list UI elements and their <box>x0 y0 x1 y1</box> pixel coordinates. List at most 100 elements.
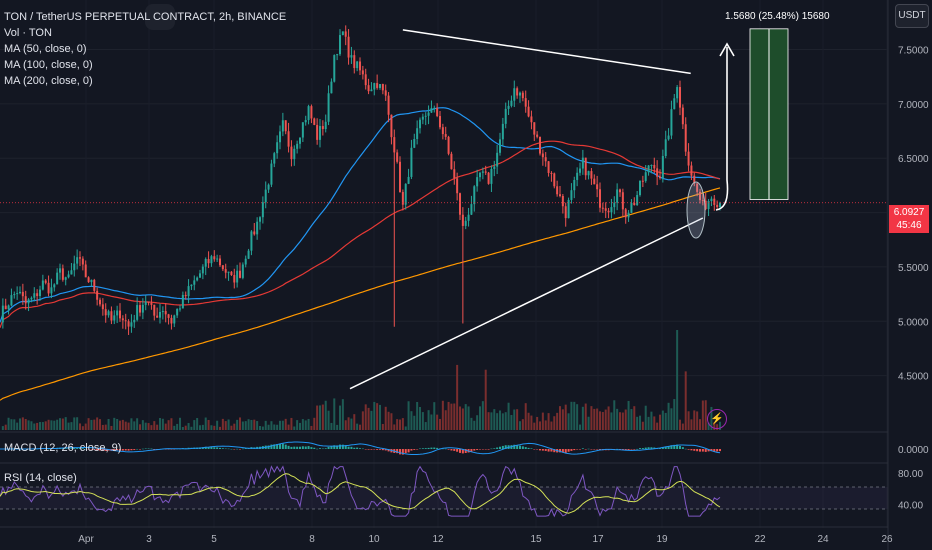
candle-body <box>464 220 467 226</box>
volume-bar <box>436 414 439 430</box>
macd-histogram-bar <box>473 449 476 451</box>
volume-bar <box>596 408 599 430</box>
macd-histogram-bar <box>693 449 696 451</box>
candle-body <box>119 310 121 319</box>
candle-body <box>584 157 587 176</box>
ma200-label[interactable]: MA (200, close, 0) <box>4 75 93 87</box>
macd-histogram-bar <box>90 449 93 450</box>
macd-histogram-bar <box>427 447 430 449</box>
ma100-label[interactable]: MA (100, close, 0) <box>4 59 93 71</box>
candle-body <box>461 214 464 226</box>
volume-bar <box>644 405 647 430</box>
candle-body <box>481 171 484 173</box>
volume-bar <box>333 398 336 430</box>
candle-body <box>304 120 307 123</box>
macd-histogram-bar <box>356 447 359 449</box>
volume-bar <box>347 417 350 430</box>
candle-body <box>496 152 499 167</box>
volume-bar <box>93 419 96 430</box>
macd-histogram-bar <box>419 448 421 450</box>
volume-bar <box>281 420 284 430</box>
volume-bar <box>187 423 190 430</box>
macd-histogram-bar <box>333 445 336 449</box>
lightning-icon[interactable]: ⚡ <box>707 409 727 429</box>
candle-body <box>384 90 387 96</box>
candle-body <box>4 305 7 310</box>
y-tick-label: 7.0000 <box>898 100 929 111</box>
currency-button[interactable]: USDT <box>895 4 929 28</box>
candle-body <box>470 204 473 215</box>
ma50-label[interactable]: MA (50, close, 0) <box>4 43 87 55</box>
volume-bar <box>424 422 427 430</box>
volume-bar <box>430 414 433 430</box>
macd-histogram-bar <box>350 446 353 449</box>
macd-histogram-bar <box>150 448 153 450</box>
volume-bar <box>59 418 61 430</box>
candle-body <box>327 93 330 122</box>
candle-body <box>156 315 159 318</box>
candle-body <box>701 200 704 202</box>
volume-bar <box>310 425 313 430</box>
volume-bar <box>190 426 193 430</box>
volume-bar <box>670 408 673 430</box>
macd-histogram-bar <box>541 449 544 451</box>
candle-body <box>504 108 507 124</box>
candle-body <box>361 70 364 75</box>
volume-bar <box>487 412 490 430</box>
macd-histogram-bar <box>376 449 379 450</box>
candle-body <box>299 137 301 144</box>
candle-body <box>601 207 604 209</box>
volume-bar <box>661 410 664 430</box>
candle-body <box>419 119 421 129</box>
macd-histogram-bar <box>136 448 139 450</box>
candle-body <box>681 107 684 125</box>
volume-bar <box>233 423 236 430</box>
volume-bar <box>464 404 467 430</box>
candle-body <box>301 122 304 138</box>
macd-histogram-bar <box>690 449 693 451</box>
volume-bar <box>50 420 53 430</box>
candle-body <box>224 269 227 273</box>
macd-histogram-bar <box>139 449 141 450</box>
rsi-label[interactable]: RSI (14, close) <box>4 472 77 484</box>
volume-bar <box>207 420 210 430</box>
macd-histogram-bar <box>99 449 101 451</box>
candle-body <box>121 318 124 321</box>
ma50-line <box>0 107 721 323</box>
candle-body <box>499 139 501 153</box>
macd-histogram-bar <box>290 446 293 449</box>
macd-histogram-bar <box>516 445 519 449</box>
volume-bar <box>379 404 381 430</box>
volume-bar <box>201 424 204 430</box>
macd-histogram-bar <box>673 444 676 449</box>
symbol-title[interactable]: TON / TetherUS PERPETUAL CONTRACT, 2h, B… <box>4 11 287 23</box>
highlight-ellipse <box>686 181 706 239</box>
volume-bar <box>164 423 167 430</box>
macd-label[interactable]: MACD (12, 26, close, 9) <box>4 442 122 454</box>
volume-bar <box>364 404 367 430</box>
macd-histogram-bar <box>293 446 296 449</box>
candle-body <box>204 259 207 267</box>
candle-body <box>541 153 544 158</box>
volume-bar <box>156 424 159 430</box>
candle-body <box>616 189 619 203</box>
volume-bar <box>64 417 67 430</box>
candle-body <box>61 268 64 280</box>
volume-bar <box>516 409 519 430</box>
candle-body <box>596 184 599 190</box>
volume-indicator-label[interactable]: Vol · TON <box>4 27 52 39</box>
x-tick-label: 15 <box>530 534 542 545</box>
measure-label: 1.5680 (25.48%) 15680 <box>725 11 830 22</box>
macd-histogram-bar <box>341 444 344 449</box>
candle-body <box>399 161 401 193</box>
macd-histogram-bar <box>304 446 307 449</box>
macd-histogram-bar <box>476 449 479 450</box>
macd-histogram-bar <box>524 447 527 449</box>
volume-bar <box>167 420 170 430</box>
macd-histogram-bar <box>267 445 270 449</box>
candle-body <box>99 299 101 305</box>
macd-histogram-bar <box>481 449 484 450</box>
candle-body <box>244 258 247 265</box>
candle-body <box>539 136 541 154</box>
